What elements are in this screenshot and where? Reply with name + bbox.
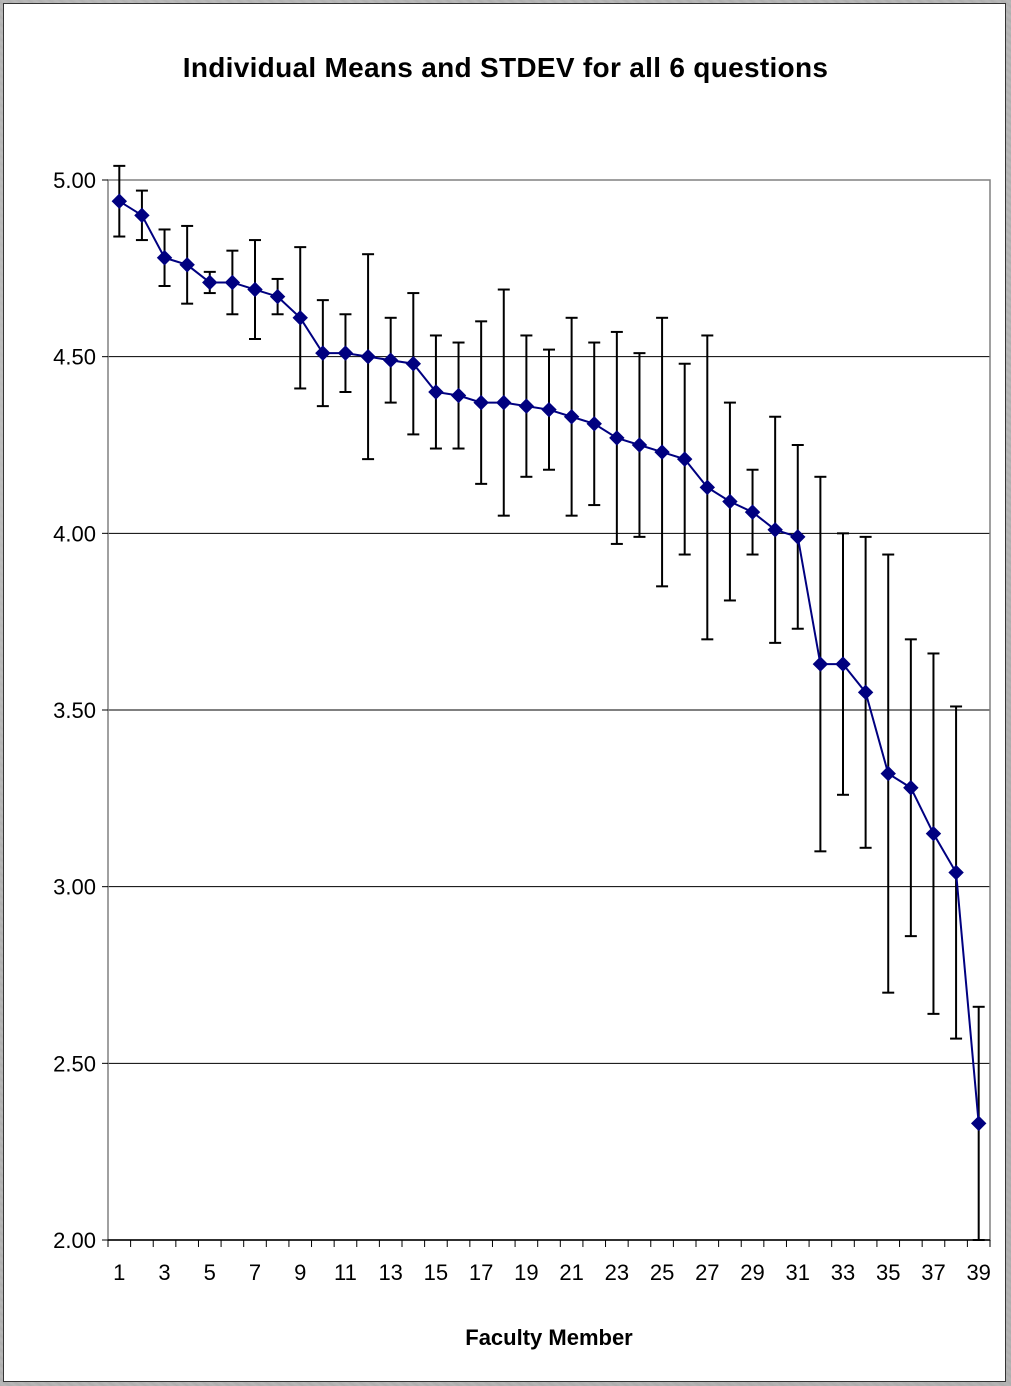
data-point	[948, 864, 964, 881]
x-tick-label: 17	[469, 1260, 493, 1285]
x-tick-label: 25	[650, 1260, 674, 1285]
x-tick-label: 19	[514, 1260, 538, 1285]
data-point	[880, 765, 896, 782]
series-line	[118, 200, 980, 1124]
data-point	[382, 352, 399, 368]
x-axis-ticks: 1 3 5 7 9 11 13 15 17 19 21 23 25 27 29 31 33 35 37 39	[107, 1239, 991, 1285]
y-tick-label: 4.50	[53, 345, 96, 370]
data-point	[156, 250, 173, 266]
x-tick-label: 11	[334, 1260, 357, 1285]
data-point	[609, 430, 625, 446]
data-point	[676, 451, 693, 467]
data-point	[654, 444, 670, 460]
data-point	[315, 345, 331, 361]
x-tick-label: 7	[249, 1260, 261, 1285]
data-point	[337, 345, 354, 361]
data-point	[722, 493, 738, 510]
y-tick-label: 5.00	[53, 168, 96, 193]
data-point	[563, 409, 580, 425]
x-tick-label: 33	[831, 1260, 855, 1285]
x-tick-label: 3	[158, 1260, 170, 1285]
data-markers	[111, 193, 987, 1132]
data-point	[767, 522, 783, 538]
x-tick-label: 5	[204, 1260, 216, 1285]
data-point	[631, 437, 648, 453]
data-point	[835, 656, 851, 672]
x-axis-title: Faculty Member	[465, 1325, 633, 1350]
data-point	[179, 257, 195, 273]
data-point	[541, 401, 557, 418]
chart-title: Individual Means and STDEV for all 6 que…	[182, 52, 829, 83]
data-point	[428, 384, 444, 400]
x-tick-label: 29	[740, 1260, 764, 1285]
x-tick-label: 23	[605, 1260, 629, 1285]
data-point	[247, 281, 263, 298]
y-tick-label: 2.00	[53, 1228, 96, 1253]
x-tick-label: 13	[378, 1260, 402, 1285]
data-point	[405, 356, 422, 372]
data-point	[903, 780, 919, 796]
data-point	[744, 504, 761, 520]
data-point	[518, 398, 535, 414]
data-point	[360, 348, 376, 365]
y-axis-ticks: 5.00 4.50 4.00 3.50 3.00 2.50 2.00	[53, 168, 108, 1253]
data-point	[111, 193, 128, 209]
data-point	[970, 1115, 987, 1132]
data-point	[496, 394, 512, 411]
data-point	[450, 387, 467, 404]
data-point	[699, 479, 716, 496]
data-point	[812, 656, 829, 672]
y-tick-label: 3.00	[53, 875, 96, 900]
data-point	[790, 529, 806, 545]
data-point	[269, 288, 286, 305]
x-tick-label: 9	[294, 1260, 306, 1285]
x-tick-label: 37	[921, 1260, 945, 1285]
x-tick-label: 27	[695, 1260, 719, 1285]
x-tick-label: 35	[876, 1260, 900, 1285]
data-point	[473, 394, 489, 411]
data-point	[586, 416, 602, 432]
x-tick-label: 15	[424, 1260, 448, 1285]
x-tick-label: 39	[966, 1260, 990, 1285]
x-tick-label: 21	[559, 1260, 583, 1285]
y-tick-label: 2.50	[53, 1051, 96, 1076]
data-point	[134, 207, 150, 224]
chart-card	[3, 3, 1006, 1382]
x-tick-label: 1	[113, 1260, 125, 1285]
data-point	[202, 274, 218, 291]
data-point	[224, 274, 241, 291]
y-tick-label: 4.00	[53, 521, 96, 546]
x-tick-label: 31	[786, 1260, 810, 1285]
y-tick-label: 3.50	[53, 698, 96, 723]
data-point	[292, 310, 308, 326]
error-bars	[113, 164, 985, 1241]
data-point	[925, 825, 942, 842]
data-point	[857, 684, 874, 701]
